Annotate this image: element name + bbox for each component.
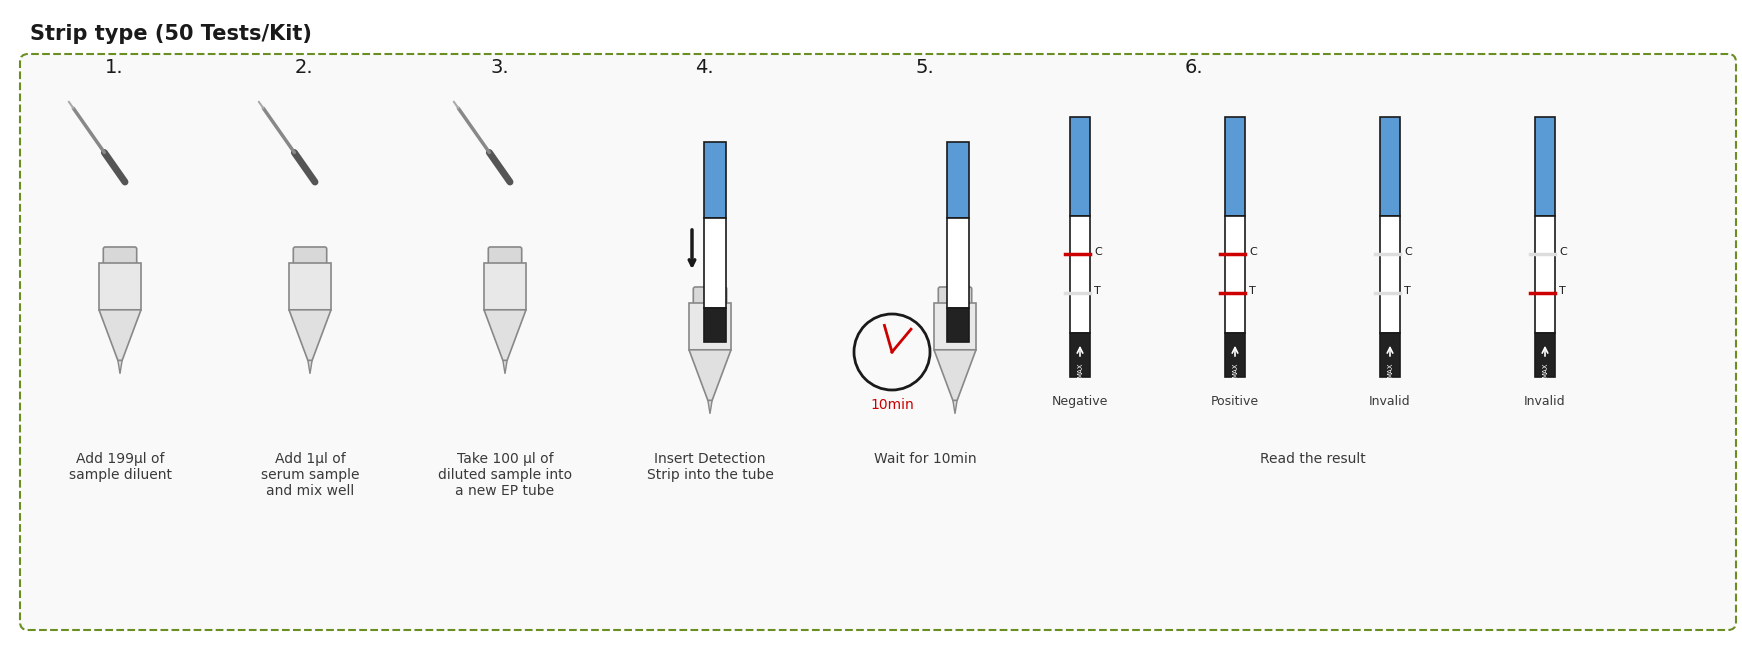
Polygon shape — [1070, 216, 1090, 333]
Text: T: T — [1404, 286, 1411, 296]
Text: Insert Detection
Strip into the tube: Insert Detection Strip into the tube — [646, 452, 773, 482]
FancyBboxPatch shape — [103, 247, 136, 265]
Polygon shape — [704, 218, 726, 308]
Text: MAX: MAX — [1387, 363, 1394, 378]
FancyBboxPatch shape — [939, 287, 972, 305]
Polygon shape — [118, 360, 122, 374]
Polygon shape — [948, 142, 969, 218]
Text: T: T — [1559, 286, 1566, 296]
Text: 10min: 10min — [869, 398, 915, 412]
Text: 1.: 1. — [105, 58, 124, 77]
Text: MAX: MAX — [1077, 363, 1084, 378]
Text: 2.: 2. — [294, 58, 314, 77]
Polygon shape — [934, 303, 976, 350]
Polygon shape — [289, 310, 331, 360]
Text: Positive: Positive — [1211, 395, 1259, 408]
Text: Take 100 μl of
diluted sample into
a new EP tube: Take 100 μl of diluted sample into a new… — [437, 452, 571, 499]
Text: 5.: 5. — [915, 58, 934, 77]
Polygon shape — [1535, 216, 1556, 333]
Polygon shape — [1225, 216, 1246, 333]
FancyBboxPatch shape — [488, 247, 521, 265]
Polygon shape — [690, 350, 732, 401]
Text: Wait for 10min: Wait for 10min — [874, 452, 976, 466]
Polygon shape — [934, 350, 976, 401]
Text: Invalid: Invalid — [1524, 395, 1566, 408]
FancyBboxPatch shape — [693, 287, 726, 305]
Text: Invalid: Invalid — [1369, 395, 1411, 408]
Text: MAX: MAX — [1542, 363, 1549, 378]
Text: C: C — [1094, 247, 1101, 257]
Text: C: C — [1404, 247, 1411, 257]
Polygon shape — [99, 310, 141, 360]
FancyBboxPatch shape — [293, 247, 327, 265]
Text: 3.: 3. — [490, 58, 509, 77]
Polygon shape — [1380, 216, 1401, 333]
Polygon shape — [503, 360, 507, 374]
Polygon shape — [704, 308, 726, 342]
Polygon shape — [484, 263, 526, 310]
Text: 6.: 6. — [1185, 58, 1204, 77]
Text: MAX: MAX — [1232, 363, 1239, 378]
Polygon shape — [1225, 117, 1246, 216]
FancyBboxPatch shape — [19, 54, 1737, 630]
Polygon shape — [1535, 333, 1556, 377]
Text: 4.: 4. — [695, 58, 714, 77]
Polygon shape — [690, 303, 732, 350]
Polygon shape — [484, 310, 526, 360]
Text: T: T — [1249, 286, 1256, 296]
Polygon shape — [1225, 333, 1246, 377]
Polygon shape — [289, 263, 331, 310]
Polygon shape — [1535, 117, 1556, 216]
Polygon shape — [1070, 333, 1090, 377]
Text: T: T — [1094, 286, 1101, 296]
Text: Strip type (50 Tests/Kit): Strip type (50 Tests/Kit) — [30, 24, 312, 44]
Polygon shape — [1380, 333, 1401, 377]
Text: Add 199μl of
sample diluent: Add 199μl of sample diluent — [68, 452, 171, 482]
Text: Negative: Negative — [1052, 395, 1108, 408]
Polygon shape — [308, 360, 312, 374]
Text: C: C — [1559, 247, 1566, 257]
Polygon shape — [948, 308, 969, 342]
Polygon shape — [948, 218, 969, 308]
Polygon shape — [1070, 117, 1090, 216]
Text: C: C — [1249, 247, 1256, 257]
Polygon shape — [704, 142, 726, 218]
Polygon shape — [707, 401, 712, 414]
Text: Add 1μl of
serum sample
and mix well: Add 1μl of serum sample and mix well — [261, 452, 359, 499]
Polygon shape — [1380, 117, 1401, 216]
Text: Read the result: Read the result — [1259, 452, 1366, 466]
Polygon shape — [99, 263, 141, 310]
Polygon shape — [953, 401, 956, 414]
